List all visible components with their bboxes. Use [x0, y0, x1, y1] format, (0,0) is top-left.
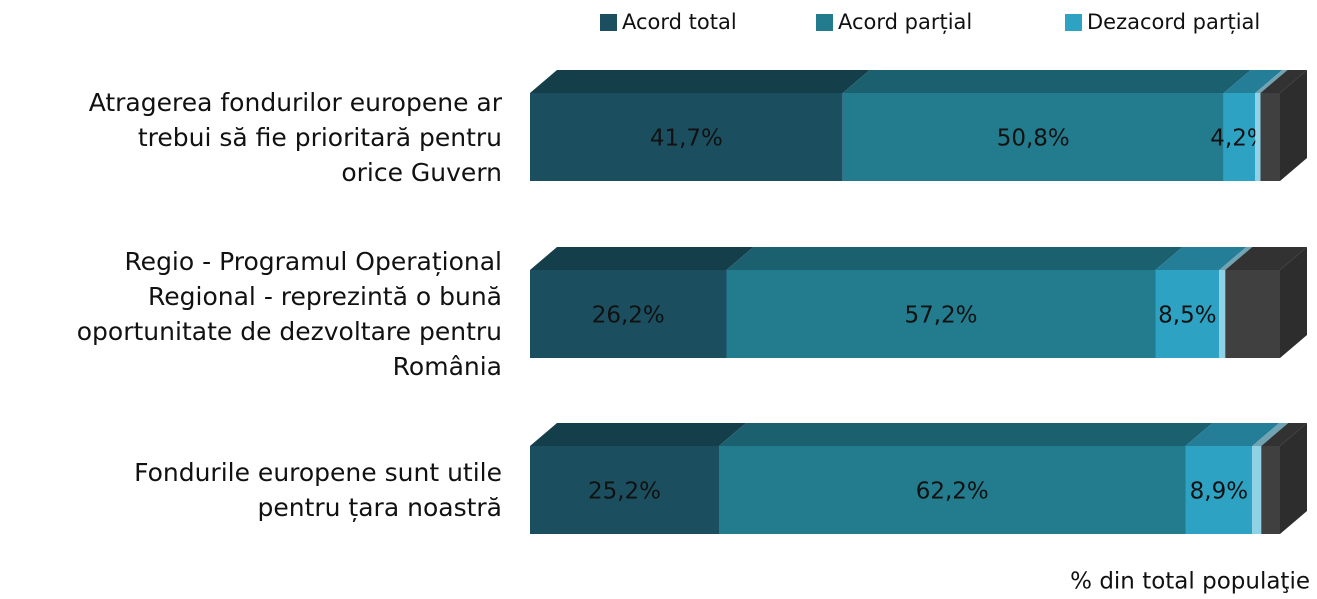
bar-segment: [1255, 93, 1261, 181]
bar-segment: [530, 270, 727, 358]
bar-top-face: [1261, 423, 1307, 446]
bar-side-face: [1280, 70, 1307, 181]
category-label: Fondurile europene sunt utile pentru țar…: [134, 458, 502, 522]
bar-top-face: [726, 247, 1183, 270]
bar-segment: [1155, 270, 1220, 358]
bar-top-face: [1252, 423, 1289, 446]
bar-top-face: [530, 247, 754, 270]
bar-segment: [1252, 446, 1262, 534]
bar-top-face: [842, 70, 1251, 93]
bar-segment: [1261, 446, 1280, 534]
data-label: 8,5%: [1158, 303, 1216, 329]
axis-note: % din total populaţie: [1070, 569, 1310, 595]
data-label: 62,2%: [916, 479, 989, 505]
bar-segment: [719, 446, 1186, 534]
category-label: Regio - Programul Operațional Regional -…: [76, 247, 502, 381]
legend-label: Acord total: [622, 10, 737, 34]
data-label: 26,2%: [592, 303, 665, 329]
bar-top-face: [530, 423, 746, 446]
bar-segment: [842, 93, 1224, 181]
bar-top-face: [1185, 423, 1280, 446]
bar-segment: [1260, 93, 1280, 181]
bar-segment: [1219, 270, 1226, 358]
bar-segment: [1185, 446, 1253, 534]
bar-top-face: [1223, 70, 1283, 93]
bar-side-face: [1280, 423, 1307, 534]
bar-segment: [530, 93, 843, 181]
bar-top-face: [530, 70, 870, 93]
bar-top-face: [1225, 247, 1307, 270]
bar-top-face: [719, 423, 1213, 446]
data-label: 25,2%: [588, 479, 661, 505]
data-label: 8,9%: [1190, 479, 1248, 505]
data-label: 41,7%: [650, 126, 723, 152]
bar-segment: [1225, 270, 1280, 358]
legend-swatch: [816, 14, 833, 31]
category-label: Atragerea fondurilor europene ar trebui …: [88, 87, 502, 187]
bar-top-face: [1155, 247, 1247, 270]
bar-top-face: [1219, 247, 1253, 270]
bar-side-face: [1280, 247, 1307, 358]
bar-segment: [726, 270, 1156, 358]
data-label: 50,8%: [997, 126, 1070, 152]
bar-top-face: [1260, 70, 1307, 93]
bar-top-face: [1255, 70, 1288, 93]
legend-swatch: [1065, 14, 1082, 31]
legend-swatch: [600, 14, 617, 31]
data-label: 57,2%: [904, 303, 977, 329]
legend-label: Dezacord parțial: [1087, 10, 1260, 34]
bar-segment: [1223, 93, 1256, 181]
legend-label: Acord parțial: [838, 10, 972, 34]
bar-segment: [530, 446, 719, 534]
